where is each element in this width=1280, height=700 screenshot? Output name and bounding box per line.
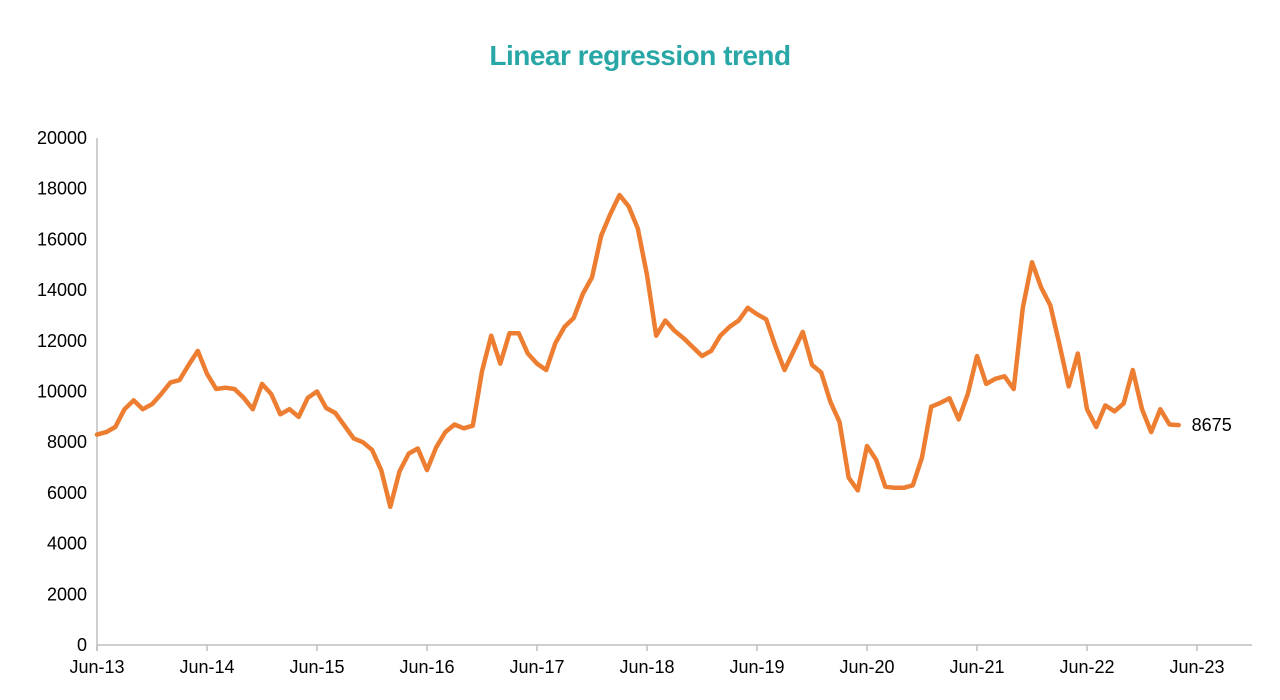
x-axis-tick-label: Jun-21	[949, 657, 1004, 677]
y-axis-tick-label: 18000	[37, 179, 87, 199]
x-axis-tick-label: Jun-20	[839, 657, 894, 677]
series-end-value-label: 8675	[1192, 415, 1232, 435]
x-axis-tick-label: Jun-13	[69, 657, 124, 677]
x-axis-tick-label: Jun-14	[179, 657, 234, 677]
x-axis-tick-label: Jun-18	[619, 657, 674, 677]
x-axis-tick-label: Jun-23	[1169, 657, 1224, 677]
y-axis-tick-label: 14000	[37, 280, 87, 300]
y-axis-tick-label: 6000	[47, 483, 87, 503]
y-axis-tick-label: 12000	[37, 331, 87, 351]
chart-title: Linear regression trend	[489, 40, 791, 71]
x-axis-tick-label: Jun-22	[1059, 657, 1114, 677]
x-axis-tick-label: Jun-17	[509, 657, 564, 677]
y-axis-tick-label: 0	[77, 635, 87, 655]
x-axis-tick-label: Jun-16	[399, 657, 454, 677]
y-axis-tick-label: 16000	[37, 229, 87, 249]
y-axis-tick-label: 8000	[47, 432, 87, 452]
x-axis-tick-label: Jun-19	[729, 657, 784, 677]
y-axis-tick-label: 10000	[37, 382, 87, 402]
trend-line	[94, 192, 1181, 510]
y-axis-tick-label: 4000	[47, 534, 87, 554]
y-axis-tick-label: 20000	[37, 128, 87, 148]
x-axis-tick-label: Jun-15	[289, 657, 344, 677]
y-axis-tick-label: 2000	[47, 584, 87, 604]
